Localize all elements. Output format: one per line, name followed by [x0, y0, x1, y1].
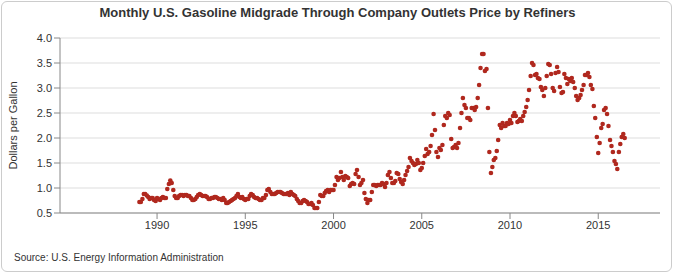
html-text:Source: U.S. Energy Informatio: Source: U.S. Energy Information Administ…: [14, 252, 224, 263]
svg-text:2000: 2000: [321, 219, 345, 231]
svg-text:1.5: 1.5: [37, 157, 52, 169]
svg-text:4.0: 4.0: [37, 32, 52, 44]
svg-text:Dollars per Gallon: Dollars per Gallon: [8, 81, 19, 169]
svg-text:2010: 2010: [498, 219, 522, 231]
svg-text:2005: 2005: [410, 219, 434, 231]
svg-text:1990: 1990: [145, 219, 169, 231]
svg-text:0.5: 0.5: [37, 207, 52, 219]
svg-text:3.5: 3.5: [37, 57, 52, 69]
svg-text:1995: 1995: [233, 219, 257, 231]
svg-text:2.0: 2.0: [37, 132, 52, 144]
svg-text:2.5: 2.5: [37, 107, 52, 119]
svg-text:3.0: 3.0: [37, 82, 52, 94]
svg-text:2015: 2015: [586, 219, 610, 231]
html-text:Monthly U.S. Gasoline Midgrade: Monthly U.S. Gasoline Midgrade Through C…: [99, 5, 576, 20]
svg-text:1.0: 1.0: [37, 182, 52, 194]
